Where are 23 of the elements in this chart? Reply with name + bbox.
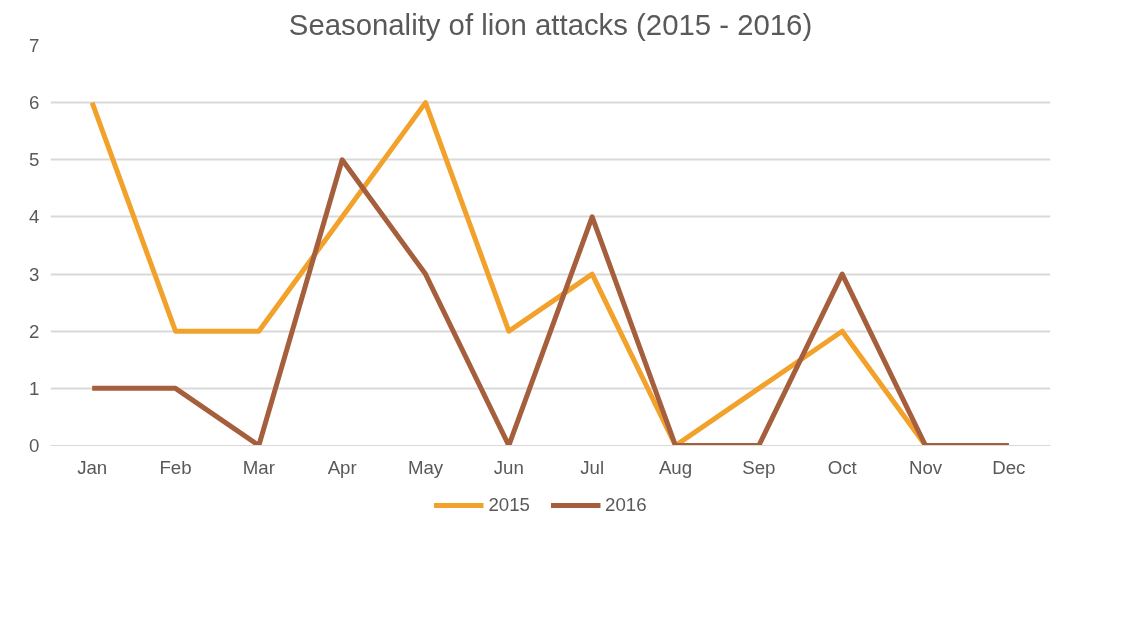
x-tick-label: Jul: [580, 456, 605, 478]
x-tick-label: Aug: [658, 456, 693, 478]
x-tick-label: Jan: [77, 456, 108, 478]
legend-label: 2015: [488, 494, 530, 516]
x-tick-label: Apr: [327, 456, 357, 478]
y-tick-label: 2: [29, 320, 40, 342]
y-tick-label: 5: [29, 149, 40, 171]
x-tick-label: Feb: [159, 456, 192, 478]
x-tick-label: Sep: [742, 456, 776, 478]
y-tick-label: 7: [29, 35, 40, 56]
chart-title: Seasonality of lion attacks (2015 - 2016): [288, 7, 813, 41]
x-tick-label: Dec: [992, 456, 1026, 478]
x-tick-label: Oct: [827, 456, 858, 478]
y-tick-label: 3: [29, 263, 40, 285]
y-tick-label: 0: [29, 435, 40, 456]
x-tick-label: Jun: [493, 456, 524, 478]
y-tick-label: 6: [29, 92, 40, 114]
x-tick-label: May: [407, 456, 444, 478]
x-tick-label: Mar: [242, 456, 275, 478]
y-tick-label: 4: [29, 206, 40, 228]
legend-label: 2016: [605, 494, 647, 516]
x-tick-label: Nov: [908, 456, 943, 478]
y-tick-label: 1: [29, 377, 40, 399]
